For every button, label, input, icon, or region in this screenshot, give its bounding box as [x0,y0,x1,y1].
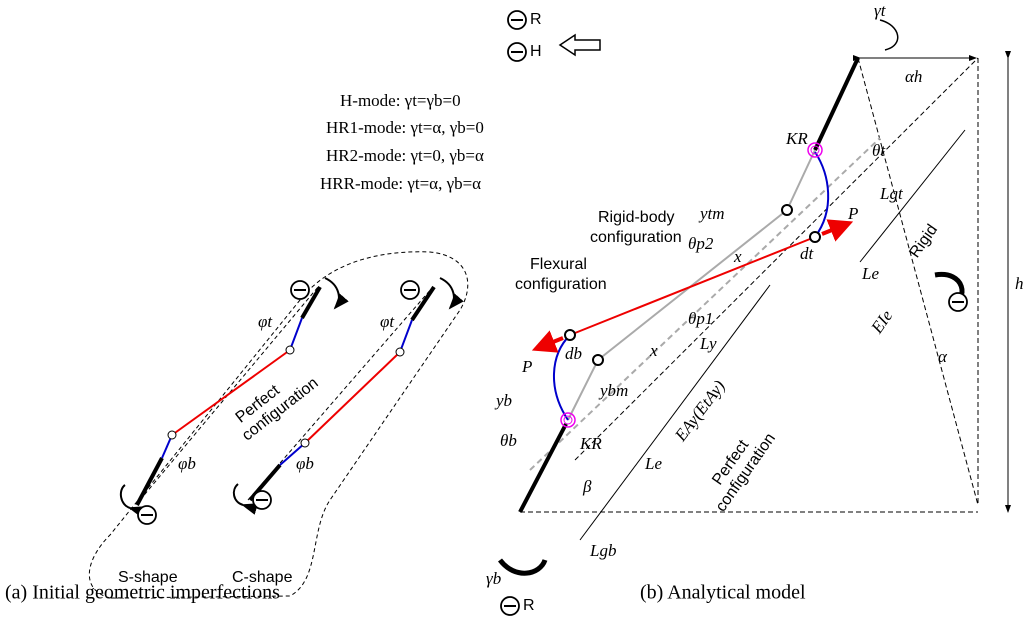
symbol-label: Ly [699,334,717,353]
symbol-label: x [649,341,658,360]
symbol-label: γb [486,569,501,588]
symbol-label: KR [579,434,602,453]
symbol-label: β [582,477,592,496]
symbol-label: db [565,344,582,363]
symbol-label: Le [644,454,662,473]
phi-label: φb [178,454,196,473]
symbol-label: θp2 [688,234,714,253]
mode-line: HR1-mode: γt=α, γb=0 [326,118,484,137]
symbol-label: H [530,43,542,60]
caption: (b) Analytical model [640,582,806,604]
rigid-body-label: Rigid-body [598,209,674,226]
phi-label: φt [258,312,273,331]
symbol-label: EIe [867,306,897,337]
symbol-label: yb [494,391,512,410]
caption: (a) Initial geometric imperfections [5,582,280,604]
rigid-body-label: configuration [590,229,682,246]
figure: H-mode: γt=γb=0 HR1-mode: γt=α, γb=0 HR2… [0,0,1025,618]
symbol-label: θb [500,431,517,450]
symbol-label: KR [785,129,808,148]
symbol-label: Lgb [589,541,616,560]
symbol-label: P [521,357,532,376]
symbol-label: dt [800,244,815,263]
phi-label: φb [296,454,314,473]
flexural-label: configuration [515,276,607,293]
symbol-label: R [530,11,542,28]
symbol-label: Le [861,264,879,283]
symbol-label: αh [905,67,922,86]
flexural-label: Flexural [530,256,587,273]
symbol-label: γt [874,1,887,20]
panel-a: H-mode: γt=γb=0 HR1-mode: γt=α, γb=0 HR2… [5,91,484,604]
mode-line: HRR-mode: γt=α, γb=α [320,174,481,193]
symbol-label: P [847,204,858,223]
panel-b: R H γt αh h θt KR ytm x P dt Le Lgt Rigi… [486,1,1024,615]
symbol-label: θp1 [688,309,713,328]
symbol-label: EAy(EtAy) [670,376,729,445]
symbol-label: θt [872,141,886,160]
symbol-label: α [938,347,948,366]
symbol-label: ytm [698,204,725,223]
mode-line: HR2-mode: γt=0, γb=α [326,146,484,165]
symbol-label: R [523,597,535,614]
mode-line: H-mode: γt=γb=0 [340,91,461,110]
symbol-label: Lgt [879,184,904,203]
symbol-label: Rigid [906,221,941,261]
phi-label: φt [380,312,395,331]
symbol-label: ybm [598,381,628,400]
symbol-label: h [1015,274,1024,293]
symbol-label: x [733,247,742,266]
